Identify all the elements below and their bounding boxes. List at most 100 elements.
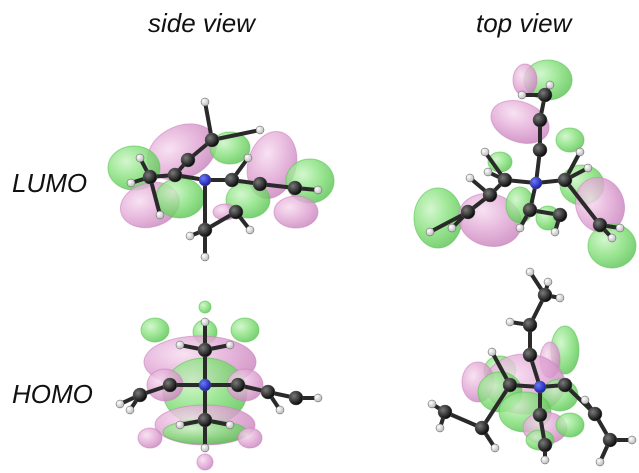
nitrogen-atom	[533, 380, 547, 394]
carbon-atom	[252, 176, 268, 192]
hydrogen-atom	[627, 435, 637, 445]
hydrogen-atom	[126, 178, 136, 188]
positive-lobe	[587, 223, 637, 269]
carbon-atom	[537, 437, 553, 453]
hydrogen-atom	[125, 405, 135, 415]
negative-lobe	[237, 427, 263, 449]
homo-side-view	[115, 300, 323, 471]
carbon-atom	[287, 180, 303, 196]
carbon-atom	[522, 347, 538, 363]
carbon-atom	[230, 377, 246, 393]
carbon-atom	[497, 172, 513, 188]
hydrogen-atom	[550, 227, 560, 237]
hydrogen-atom	[243, 153, 253, 163]
hydrogen-atom	[155, 210, 165, 220]
carbon-atom	[522, 317, 538, 333]
positive-lobe	[555, 412, 585, 438]
hydrogen-atom	[583, 163, 593, 173]
homo-top-view	[427, 267, 637, 467]
nitrogen-atom	[198, 378, 212, 392]
carbon-atom	[180, 152, 196, 168]
hydrogen-atom	[515, 223, 525, 233]
hydrogen-atom	[490, 443, 500, 453]
hydrogen-atom	[607, 233, 617, 243]
row-label-lumo: LUMO	[12, 168, 88, 198]
hydrogen-atom	[255, 125, 265, 135]
carbon-atom	[132, 387, 148, 403]
hydrogen-atom	[595, 457, 605, 467]
hydrogen-atom	[543, 277, 553, 287]
hydrogen-atom	[525, 267, 535, 277]
carbon-atom	[474, 420, 490, 436]
hydrogen-atom	[555, 293, 565, 303]
nitrogen-atom	[529, 176, 543, 190]
positive-lobe	[155, 177, 205, 219]
carbon-atom	[537, 87, 553, 103]
column-header-top-view: top view	[476, 8, 572, 38]
carbon-atom	[587, 406, 603, 422]
carbon-atom	[522, 202, 538, 218]
carbon-atom	[532, 142, 548, 158]
bond	[563, 178, 602, 227]
negative-lobe	[490, 100, 550, 144]
positive-lobe	[140, 317, 170, 343]
hydrogen-atom	[575, 147, 585, 157]
carbon-atom	[532, 112, 548, 128]
carbon-atom	[602, 432, 618, 448]
hydrogen-atom	[115, 399, 125, 409]
hydrogen-atom	[483, 167, 493, 177]
hydrogen-atom	[200, 443, 210, 453]
carbon-atom	[142, 169, 158, 185]
hydrogen-atom	[580, 395, 590, 405]
lumo-top-view	[413, 59, 637, 269]
carbon-atom	[460, 204, 476, 220]
bond	[480, 383, 512, 430]
hydrogen-atom	[185, 231, 195, 241]
carbon-atom	[167, 167, 183, 183]
hydrogen-atom	[540, 455, 550, 465]
positive-lobe	[198, 300, 212, 314]
row-label-homo: HOMO	[12, 379, 93, 409]
negative-lobe	[137, 427, 163, 449]
hydrogen-atom	[200, 97, 210, 107]
carbon-atom	[592, 217, 608, 233]
carbon-atom	[260, 384, 276, 400]
carbon-atom	[162, 377, 178, 393]
bond	[210, 128, 262, 142]
positive-lobe	[555, 127, 585, 153]
carbon-atom	[532, 407, 548, 423]
hydrogen-atom	[200, 317, 210, 327]
carbon-atom	[197, 412, 213, 428]
hydrogen-atom	[275, 405, 285, 415]
hydrogen-atom	[545, 80, 555, 90]
positive-lobe	[230, 317, 260, 343]
negative-lobe	[512, 63, 538, 97]
carbon-atom	[437, 404, 453, 420]
carbon-atom	[537, 287, 553, 303]
carbon-atom	[204, 132, 220, 148]
column-header-side-view: side view	[148, 8, 255, 38]
hydrogen-atom	[427, 399, 437, 409]
negative-lobe	[273, 195, 319, 229]
hydrogen-atom	[225, 420, 235, 430]
carbon-atom	[228, 204, 244, 220]
hydrogen-atom	[435, 423, 445, 433]
carbon-atom	[552, 207, 568, 223]
hydrogen-atom	[225, 340, 235, 350]
nitrogen-atom	[198, 173, 212, 187]
hydrogen-atom	[517, 90, 527, 100]
hydrogen-atom	[480, 147, 490, 157]
hydrogen-atom	[200, 252, 210, 262]
hydrogen-atom	[245, 225, 255, 235]
hydrogen-atom	[313, 393, 323, 403]
carbon-atom	[197, 222, 213, 238]
hydrogen-atom	[313, 185, 323, 195]
carbon-atom	[557, 172, 573, 188]
hydrogen-atom	[425, 227, 435, 237]
hydrogen-atom	[135, 153, 145, 163]
carbon-atom	[288, 390, 304, 406]
carbon-atom	[197, 342, 213, 358]
lumo-side-view	[107, 97, 335, 262]
